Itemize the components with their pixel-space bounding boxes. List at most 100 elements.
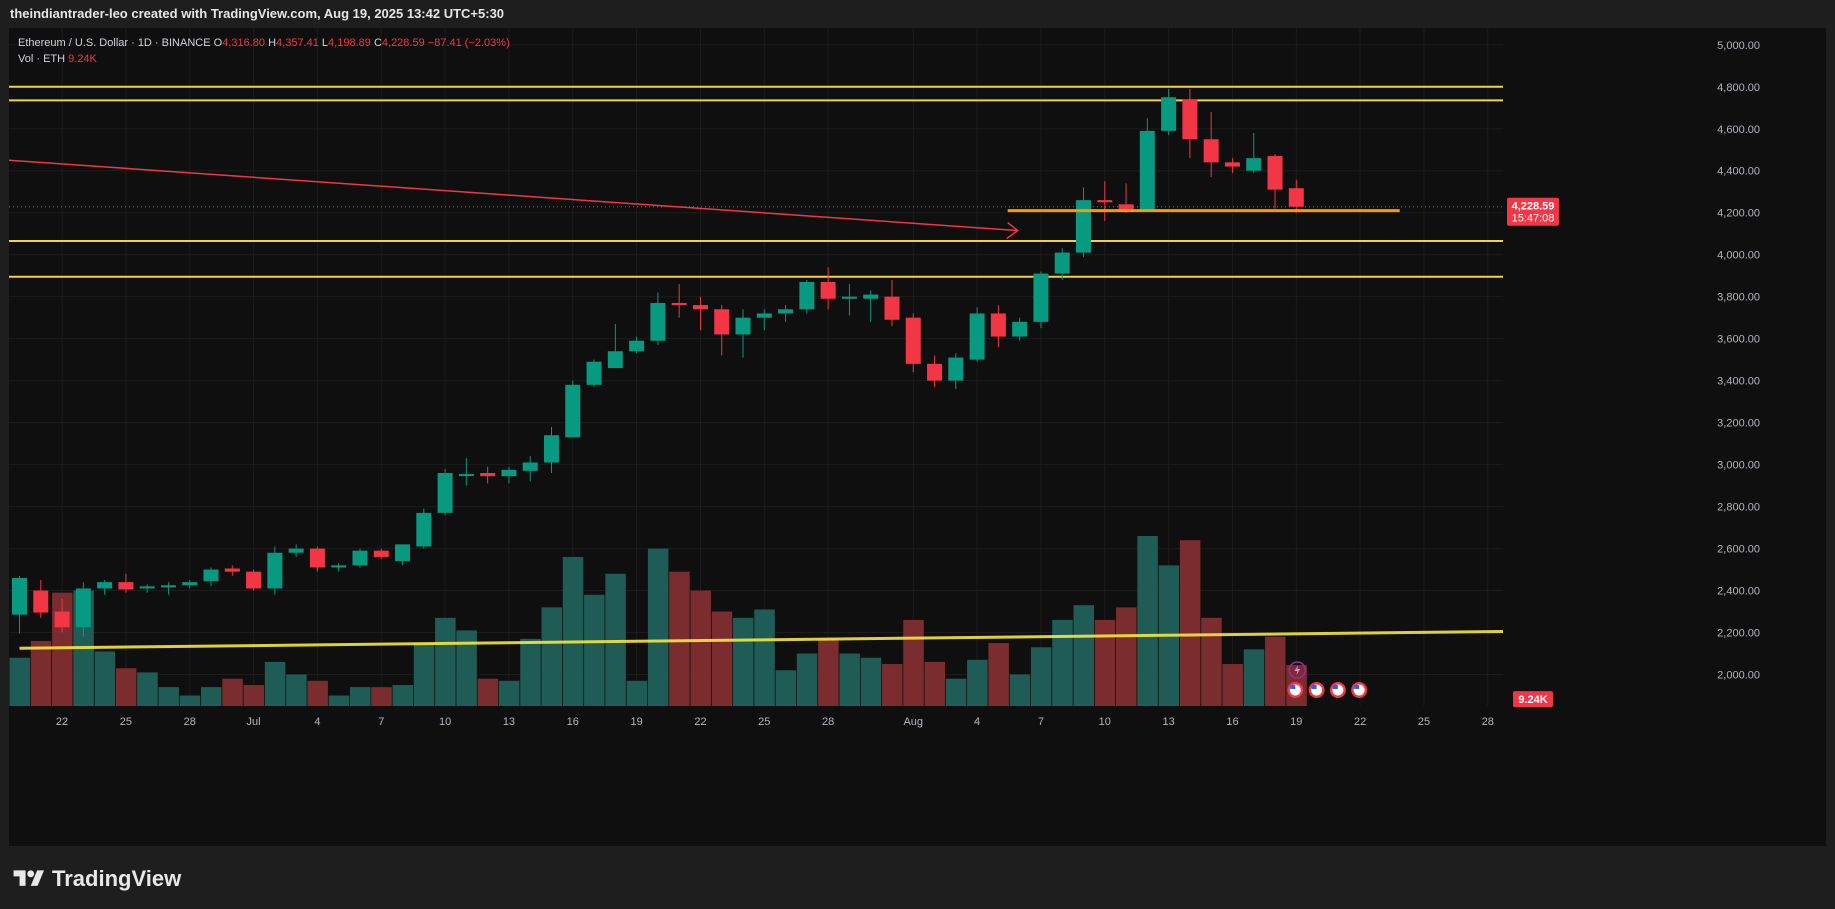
volume-bar [626,680,648,706]
chart-area[interactable]: 5,000.00 4,800.00 4,600.00 4,400.00 4,200.00… [8,28,1826,846]
symbol-title[interactable]: Ethereum / U.S. Dollar · 1D · BINANCE [18,37,211,49]
close-value: 4,228.59 [381,37,425,49]
candle-body [948,357,964,381]
volume-bar [158,687,179,706]
y-tick-label: 4,600.00 [1717,124,1760,136]
candle-body [331,565,347,568]
volume-label[interactable]: Vol · ETH [18,53,66,65]
x-tick-label: 7 [378,716,384,728]
tradingview-logo[interactable]: TradingView [12,866,181,892]
candle-body [75,588,91,628]
volume-bar [1116,607,1137,706]
candle-body [54,611,70,628]
volume-bar [286,674,307,706]
candle-body [224,568,240,572]
y-tick-label: 3,600.00 [1717,334,1760,346]
x-tick-label: 25 [120,716,132,728]
volume-trendline-path [19,629,1504,650]
candle-body [969,313,985,360]
y-tick-label: 3,400.00 [1717,376,1760,388]
volume-bar [328,695,350,706]
close-label: C [373,37,382,49]
candle-body [395,544,411,562]
candle-body [1118,204,1134,211]
volume-bar [137,672,158,706]
candle-body [692,305,708,310]
candle-body [544,435,559,463]
horizontal-levels [9,85,1503,278]
low-value: 4,198.89 [328,37,371,49]
candle-body [1182,99,1198,140]
volume-bar [584,594,605,706]
candles [12,88,1304,637]
candle-body [309,548,325,568]
chart-legend: Ethereum / U.S. Dollar · 1D · BINANCE O4… [18,35,510,67]
candle-body [820,281,836,299]
candle-body [714,309,730,335]
x-tick-label: 10 [1099,716,1111,728]
volume-bar [456,630,477,706]
event-markers [1287,661,1368,698]
candle-body [203,569,219,582]
change-value: −87.41 (−2.03%) [427,37,510,49]
candle-body [480,473,496,477]
x-tick-label: 16 [567,716,579,728]
x-tick-label: 28 [822,716,834,728]
x-tick-label: 10 [439,716,451,728]
y-tick-label: 4,000.00 [1717,250,1760,262]
volume-badge-label: 9.24K [1518,694,1547,706]
last-price-badge [1507,197,1559,226]
candle-body [288,548,304,553]
volume-bar [1137,535,1158,706]
candle-body [607,351,623,369]
candle-body [1033,273,1049,322]
volume-bar [988,643,1009,706]
price-axis: 5,000.00 4,800.00 4,600.00 4,400.00 4,200.00… [1507,40,1760,708]
volume-bar [413,643,435,706]
open-value: 4,316.80 [222,37,266,49]
x-tick-label: 28 [184,716,196,728]
candle-body [1139,130,1155,211]
volume-bar [1094,619,1116,706]
grid-lines [9,28,1503,706]
volume-line: Vol · ETH 9.24K [18,51,510,67]
volume-bar [1222,664,1243,706]
tradingview-logo-icon [13,870,44,886]
y-tick-label: 3,200.00 [1717,418,1760,430]
volume-bar [647,548,669,706]
volume-bar [371,687,392,706]
volume-bar [243,685,265,706]
candle-body [650,302,666,341]
candle-body [586,361,602,385]
volume-trendline [19,629,1504,650]
candle-body [1012,321,1028,337]
candle-body [501,469,517,477]
price-chart[interactable]: 5,000.00 4,800.00 4,600.00 4,400.00 4,200.00… [8,28,1826,846]
x-tick-label: 13 [503,716,515,728]
candle-body [799,281,815,310]
x-tick-label: 19 [1290,716,1302,728]
y-tick-label: 2,400.00 [1717,586,1760,598]
volume-badge [1513,691,1553,708]
candle-body [118,582,134,590]
volume-bar [1179,540,1201,706]
us-flag-event-icon-canton [1332,685,1338,689]
candle-body [671,302,687,306]
volume-bar [435,617,456,706]
volume-bar [541,607,562,706]
candle-body [33,590,49,613]
volume-bar [690,590,711,706]
candle-body [629,340,645,352]
volume-bar [1030,647,1052,706]
y-tick-label: 3,000.00 [1717,460,1760,472]
volume-bar [967,659,988,706]
volume-bar [562,556,584,706]
candle-body [1161,97,1177,131]
candle-body [1203,139,1219,163]
ohlc-line: Ethereum / U.S. Dollar · 1D · BINANCE O4… [18,35,510,51]
volume-bars [9,535,1307,706]
candle-body [863,294,879,299]
candle-body [1054,252,1070,274]
candle-body [1288,188,1304,207]
volume-bar [94,651,116,706]
